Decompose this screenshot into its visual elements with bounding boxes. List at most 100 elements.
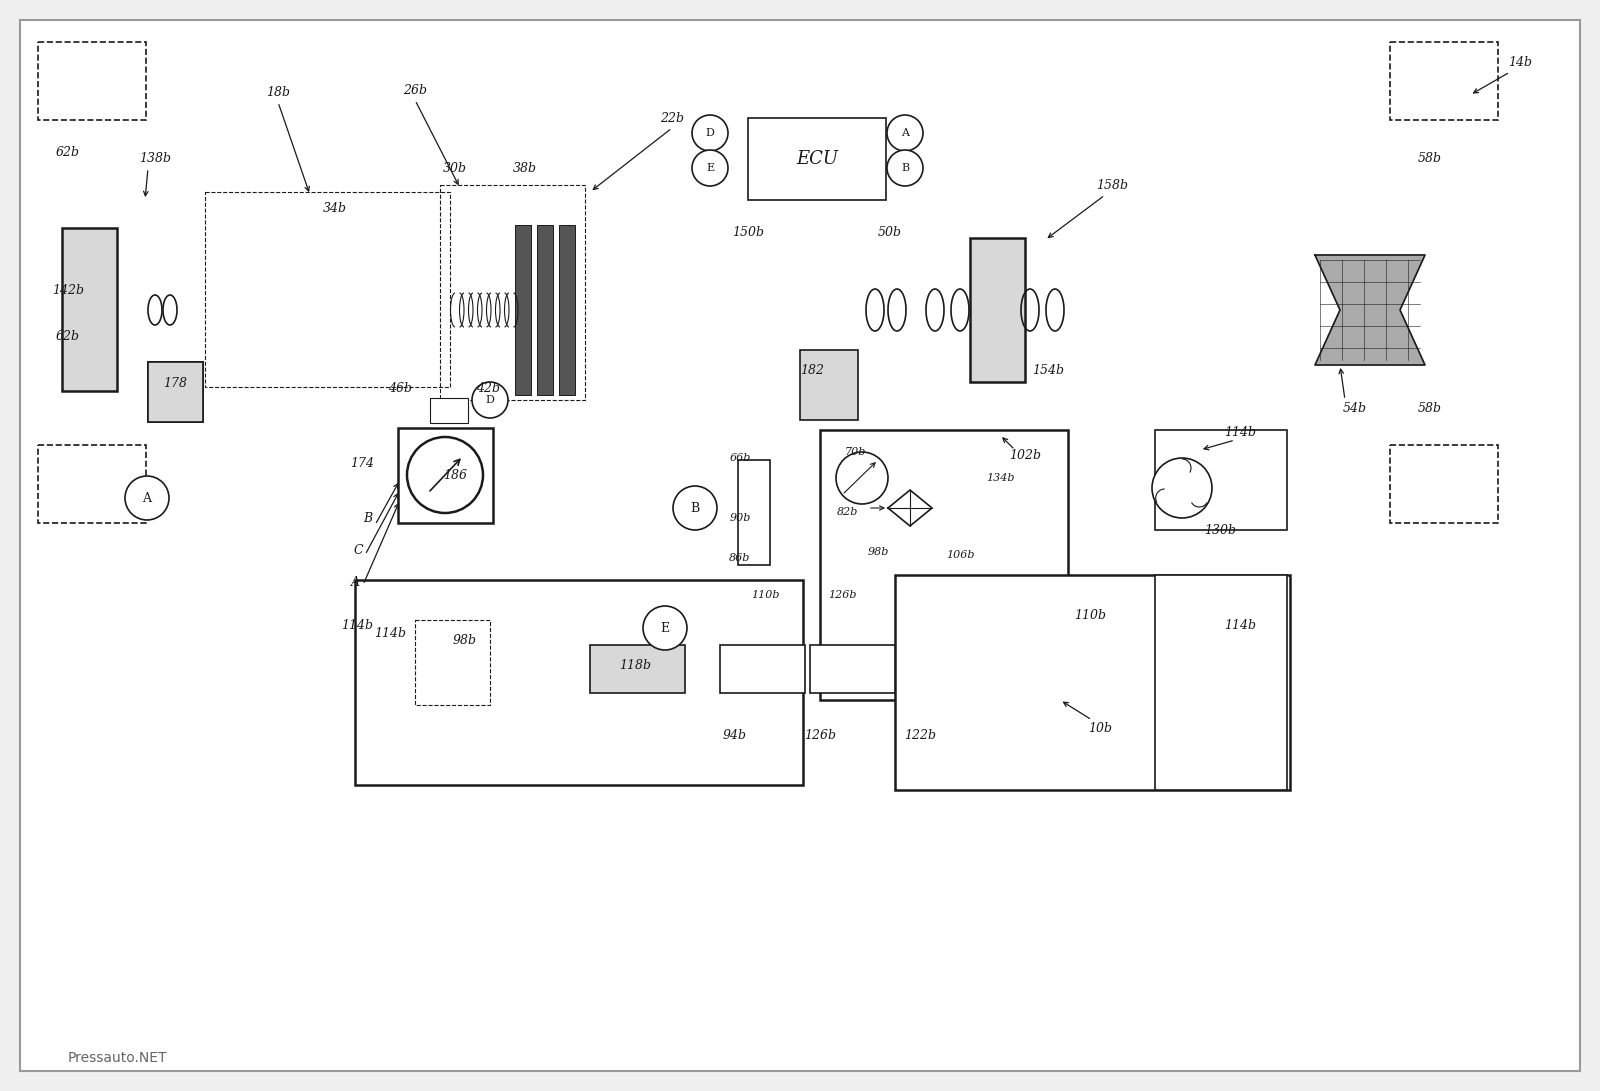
Bar bbox=[398, 428, 493, 523]
Text: 150b: 150b bbox=[733, 226, 765, 239]
Text: 70b: 70b bbox=[845, 447, 866, 457]
Circle shape bbox=[125, 476, 170, 520]
Bar bbox=[147, 362, 203, 422]
Text: 98b: 98b bbox=[453, 634, 477, 647]
Text: 186: 186 bbox=[443, 468, 467, 481]
Text: 110b: 110b bbox=[1074, 609, 1106, 622]
Bar bbox=[62, 228, 117, 391]
Circle shape bbox=[674, 485, 717, 530]
Text: B: B bbox=[363, 512, 373, 525]
Text: 58b: 58b bbox=[1418, 152, 1442, 165]
Circle shape bbox=[691, 149, 728, 185]
Bar bbox=[440, 185, 586, 400]
Text: 50b: 50b bbox=[878, 226, 902, 239]
Text: 174: 174 bbox=[350, 456, 374, 469]
Bar bbox=[738, 460, 770, 565]
Bar bbox=[430, 398, 467, 423]
Text: 134b: 134b bbox=[986, 473, 1014, 483]
Bar bbox=[147, 362, 203, 422]
Text: 142b: 142b bbox=[51, 284, 83, 297]
Text: 10b: 10b bbox=[1088, 721, 1112, 734]
Text: Pressauto.NET: Pressauto.NET bbox=[67, 1051, 168, 1065]
Circle shape bbox=[835, 452, 888, 504]
Text: 126b: 126b bbox=[805, 729, 835, 742]
Circle shape bbox=[886, 115, 923, 151]
Text: 178: 178 bbox=[163, 376, 187, 389]
Text: 114b: 114b bbox=[341, 619, 373, 632]
Text: 86b: 86b bbox=[730, 553, 750, 563]
Text: B: B bbox=[901, 163, 909, 173]
Bar bbox=[819, 430, 1069, 700]
Text: 122b: 122b bbox=[904, 729, 936, 742]
Text: D: D bbox=[485, 395, 494, 405]
Polygon shape bbox=[1315, 255, 1426, 365]
Circle shape bbox=[1152, 458, 1213, 518]
Bar bbox=[720, 645, 805, 693]
Bar bbox=[558, 225, 574, 395]
Text: 94b: 94b bbox=[723, 729, 747, 742]
Text: 22b: 22b bbox=[661, 111, 685, 124]
Text: 82b: 82b bbox=[837, 507, 859, 517]
Bar bbox=[38, 41, 146, 120]
Text: 90b: 90b bbox=[730, 513, 750, 523]
Text: 114b: 114b bbox=[374, 626, 406, 639]
Circle shape bbox=[643, 606, 686, 650]
Text: 110b: 110b bbox=[750, 590, 779, 600]
Bar bbox=[800, 350, 858, 420]
Text: ECU: ECU bbox=[797, 149, 838, 168]
Text: 38b: 38b bbox=[514, 161, 538, 175]
Circle shape bbox=[472, 382, 509, 418]
Text: 66b: 66b bbox=[730, 453, 750, 463]
Text: 102b: 102b bbox=[1010, 448, 1042, 461]
Text: 114b: 114b bbox=[1224, 619, 1256, 632]
Bar bbox=[894, 575, 1290, 790]
Text: 42b: 42b bbox=[477, 382, 499, 395]
Text: A: A bbox=[901, 128, 909, 137]
Text: 98b: 98b bbox=[867, 547, 888, 558]
Text: 106b: 106b bbox=[946, 550, 974, 560]
Text: E: E bbox=[706, 163, 714, 173]
Bar bbox=[414, 620, 490, 705]
Text: 62b: 62b bbox=[56, 329, 80, 343]
Text: 30b: 30b bbox=[443, 161, 467, 175]
Text: 118b: 118b bbox=[619, 659, 651, 671]
Text: 126b: 126b bbox=[827, 590, 856, 600]
Text: 130b: 130b bbox=[1205, 524, 1235, 537]
Polygon shape bbox=[888, 490, 931, 526]
Text: 14b: 14b bbox=[1507, 56, 1533, 69]
Bar bbox=[1390, 445, 1498, 523]
Circle shape bbox=[691, 115, 728, 151]
Text: B: B bbox=[690, 502, 699, 515]
Bar bbox=[355, 580, 803, 786]
Text: 158b: 158b bbox=[1096, 179, 1128, 192]
Polygon shape bbox=[738, 445, 770, 460]
Circle shape bbox=[886, 149, 923, 185]
Bar bbox=[515, 225, 531, 395]
Text: 138b: 138b bbox=[139, 152, 171, 165]
Bar bbox=[749, 118, 886, 200]
Text: C: C bbox=[354, 543, 363, 556]
Text: 154b: 154b bbox=[1032, 363, 1064, 376]
Text: 34b: 34b bbox=[323, 202, 347, 215]
Bar bbox=[970, 238, 1026, 382]
Text: 114b: 114b bbox=[1224, 425, 1256, 439]
Text: 26b: 26b bbox=[403, 84, 427, 96]
Bar bbox=[590, 645, 685, 693]
Bar bbox=[810, 645, 894, 693]
Text: D: D bbox=[706, 128, 715, 137]
Text: 182: 182 bbox=[800, 363, 824, 376]
Bar bbox=[1155, 430, 1286, 530]
Bar bbox=[538, 225, 554, 395]
Text: 58b: 58b bbox=[1418, 401, 1442, 415]
Circle shape bbox=[406, 437, 483, 513]
Text: 18b: 18b bbox=[266, 85, 290, 98]
Text: A: A bbox=[350, 575, 360, 588]
Bar bbox=[205, 192, 450, 387]
Bar bbox=[1155, 575, 1286, 790]
Text: E: E bbox=[661, 622, 669, 635]
Text: 54b: 54b bbox=[1342, 401, 1366, 415]
Bar bbox=[38, 445, 146, 523]
Bar bbox=[1390, 41, 1498, 120]
Text: 46b: 46b bbox=[387, 382, 413, 395]
Text: A: A bbox=[142, 492, 152, 504]
